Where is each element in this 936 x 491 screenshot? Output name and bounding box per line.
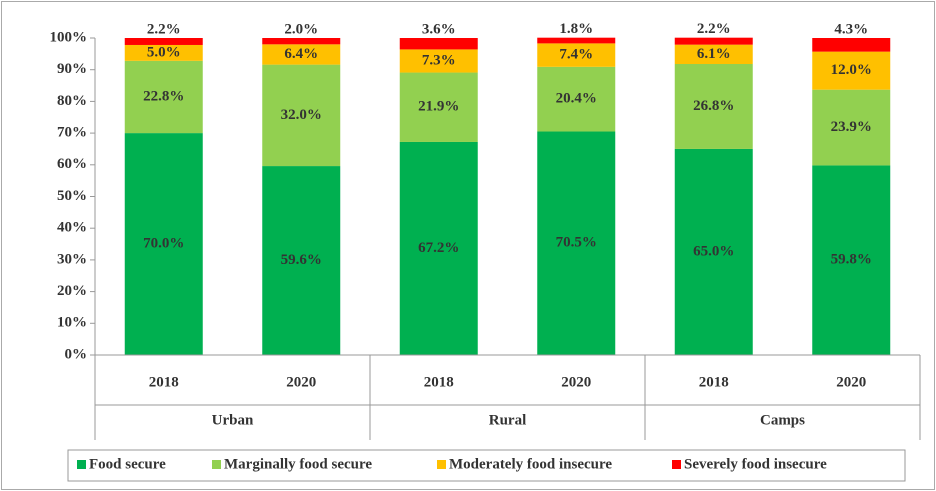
bar-segment [812, 89, 891, 166]
bar-segment [399, 38, 478, 50]
data-label: 65.0% [693, 243, 734, 259]
data-label: 70.0% [143, 235, 184, 251]
y-tick-label: 30% [57, 251, 87, 267]
bar-segment [399, 141, 478, 355]
bar-segment [812, 165, 891, 355]
data-label: 5.0% [147, 44, 181, 60]
group-label: Rural [489, 412, 527, 428]
bar-segment [262, 44, 341, 65]
data-label: 70.5% [556, 235, 597, 251]
bar-segment [399, 49, 478, 73]
bar-segment [537, 66, 616, 132]
x-tick-label: 2018 [424, 374, 454, 390]
data-label: 4.3% [834, 21, 868, 37]
y-tick-label: 0% [65, 346, 88, 362]
bar-segment [124, 44, 203, 61]
data-label: 1.8% [559, 21, 593, 37]
bar-segment [537, 131, 616, 355]
data-label: 7.3% [422, 52, 456, 68]
data-label: 67.2% [418, 240, 459, 256]
y-tick-label: 40% [57, 220, 87, 236]
data-label: 2.2% [697, 21, 731, 37]
x-tick-label: 2018 [149, 374, 179, 390]
data-label: 2.0% [284, 21, 318, 37]
y-tick-label: 70% [57, 125, 87, 141]
x-tick-label: 2018 [699, 374, 729, 390]
data-label: 59.8% [831, 252, 872, 268]
legend-swatch [212, 460, 221, 469]
y-tick-label: 90% [57, 61, 87, 77]
bar-segment [124, 38, 203, 45]
data-label: 26.8% [693, 98, 734, 114]
bar-segment [812, 38, 891, 52]
y-tick-label: 20% [57, 283, 87, 299]
x-tick-label: 2020 [561, 374, 591, 390]
legend-swatch [437, 460, 446, 469]
x-tick-label: 2020 [836, 374, 866, 390]
y-tick-label: 100% [50, 29, 88, 45]
bar-segment [537, 43, 616, 67]
bar-segment [674, 148, 753, 355]
data-label: 6.4% [284, 46, 318, 62]
bar-segment [262, 64, 341, 167]
bar-segment [262, 38, 341, 45]
bar-segment [812, 51, 891, 90]
data-label: 20.4% [556, 91, 597, 107]
data-label: 3.6% [422, 21, 456, 37]
bar-segment [537, 37, 616, 44]
legend-label: Moderately food insecure [449, 456, 612, 472]
data-label: 22.8% [143, 88, 184, 104]
bar-segment [262, 166, 341, 355]
data-label: 21.9% [418, 99, 459, 115]
data-label: 59.6% [281, 252, 322, 268]
y-tick-label: 10% [57, 315, 87, 331]
bar-segment [124, 133, 203, 355]
legend-label: Food secure [89, 456, 166, 472]
bar-segment [399, 72, 478, 142]
legend-box [67, 449, 906, 482]
bar-segment [674, 44, 753, 64]
legend-swatch [672, 460, 681, 469]
data-label: 23.9% [831, 119, 872, 135]
y-tick-label: 50% [57, 188, 87, 204]
y-tick-label: 60% [57, 156, 87, 172]
data-label: 2.2% [147, 21, 181, 37]
bar-segment [674, 37, 753, 45]
legend-label: Marginally food secure [224, 456, 372, 472]
data-label: 7.4% [559, 47, 593, 63]
bar-segment [674, 63, 753, 149]
data-label: 6.1% [697, 46, 731, 62]
bar-segment [124, 60, 203, 134]
data-label: 12.0% [831, 62, 872, 78]
group-label: Camps [760, 412, 805, 428]
data-label: 32.0% [281, 107, 322, 123]
x-tick-label: 2020 [286, 374, 316, 390]
legend-swatch [77, 460, 86, 469]
legend-label: Severely food insecure [684, 456, 827, 472]
group-label: Urban [212, 412, 254, 428]
y-tick-label: 80% [57, 93, 87, 109]
